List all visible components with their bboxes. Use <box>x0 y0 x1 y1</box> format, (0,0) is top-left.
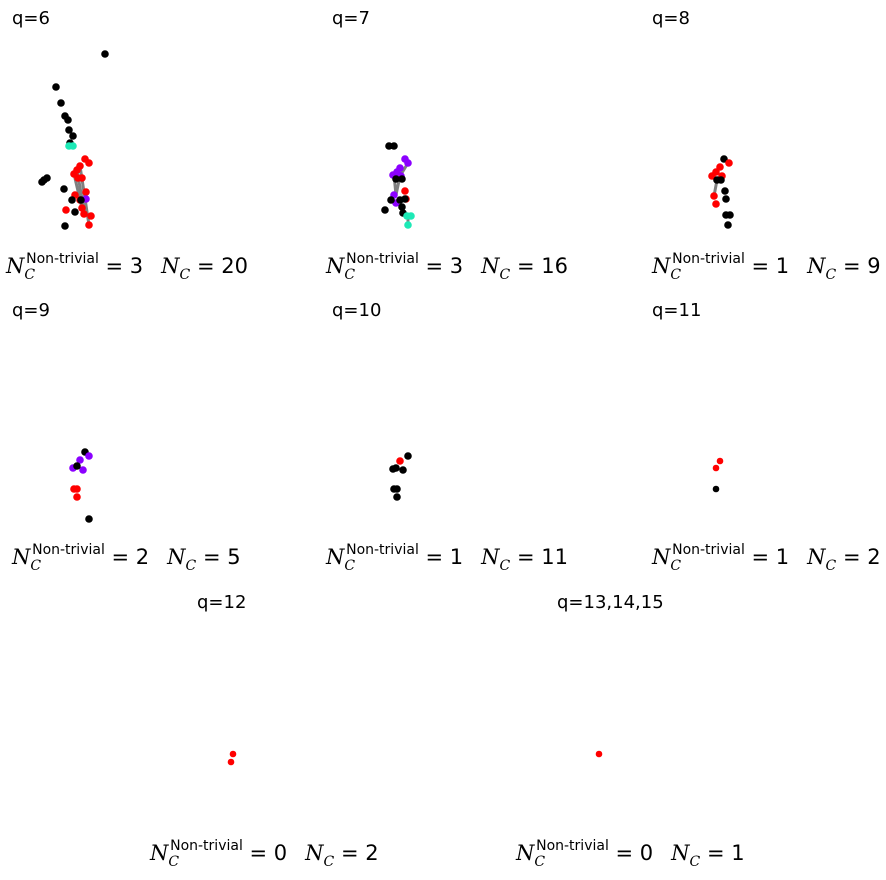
data-point <box>57 99 65 107</box>
panel-count-label: NCNon-trivial = 3 NC = 20 <box>6 251 248 283</box>
data-point <box>78 204 86 212</box>
scatter-panel <box>227 750 237 766</box>
panel-count-label: NCNon-trivial = 1 NC = 2 <box>652 542 881 574</box>
panel-count-label: NCNon-trivial = 2 NC = 5 <box>12 542 241 574</box>
data-point <box>85 515 93 523</box>
scatter-panel <box>595 750 603 758</box>
data-point <box>68 196 76 204</box>
data-point <box>85 452 93 460</box>
data-point <box>399 466 407 474</box>
data-point <box>78 174 86 182</box>
panel-title: q=11 <box>652 300 702 321</box>
data-point <box>724 221 732 229</box>
data-point <box>393 485 401 493</box>
data-point <box>712 200 720 208</box>
panel-title: q=13,14,15 <box>557 592 664 613</box>
scatter-panel <box>708 155 734 229</box>
data-point <box>726 211 734 219</box>
data-point <box>725 159 733 167</box>
data-point <box>62 206 70 214</box>
data-point <box>229 750 237 758</box>
panel-count-label: NCNon-trivial = 3 NC = 16 <box>326 251 568 283</box>
data-point <box>710 192 718 200</box>
data-point <box>396 457 404 465</box>
data-point <box>43 174 51 182</box>
data-point <box>717 176 725 184</box>
data-point <box>101 50 109 58</box>
data-point <box>69 132 77 140</box>
data-point <box>82 188 90 196</box>
data-point <box>390 142 398 150</box>
panel-count-label: NCNon-trivial = 0 NC = 1 <box>516 838 745 870</box>
data-point <box>712 485 720 493</box>
scatter-panel <box>389 452 412 501</box>
panel-count-label: NCNon-trivial = 1 NC = 11 <box>326 542 568 574</box>
data-point <box>401 187 409 195</box>
data-point <box>404 159 412 167</box>
data-point <box>77 196 85 204</box>
data-point <box>398 175 406 183</box>
data-point <box>721 187 729 195</box>
data-point <box>712 464 720 472</box>
data-point <box>401 195 409 203</box>
data-point <box>722 195 730 203</box>
data-point <box>64 116 72 124</box>
data-point <box>392 175 400 183</box>
data-point <box>404 452 412 460</box>
data-point <box>65 126 73 134</box>
data-point <box>716 457 724 465</box>
data-point <box>85 159 93 167</box>
panel-title: q=12 <box>197 592 247 613</box>
data-point <box>85 221 93 229</box>
data-point <box>79 466 87 474</box>
data-point <box>404 221 412 229</box>
data-point <box>398 203 406 211</box>
scatter-panel <box>69 448 93 523</box>
data-point <box>80 210 88 218</box>
data-point <box>595 750 603 758</box>
panel-count-label: NCNon-trivial = 0 NC = 2 <box>150 838 379 870</box>
data-point <box>387 196 395 204</box>
panel-title: q=8 <box>652 8 690 29</box>
panel-title: q=10 <box>332 300 382 321</box>
data-point <box>392 464 400 472</box>
data-point <box>73 462 81 470</box>
panel-title: q=6 <box>12 8 50 29</box>
data-point <box>87 212 95 220</box>
data-point <box>69 142 77 150</box>
data-point <box>381 206 389 214</box>
data-point <box>407 212 415 220</box>
data-point <box>73 493 81 501</box>
panel-title: q=7 <box>332 8 370 29</box>
data-point <box>61 222 69 230</box>
panel-count-label: NCNon-trivial = 1 NC = 9 <box>652 251 881 283</box>
data-point <box>60 185 68 193</box>
data-point <box>73 485 81 493</box>
scatter-panel <box>712 457 724 493</box>
data-point <box>71 208 79 216</box>
panel-title: q=9 <box>12 300 50 321</box>
data-point <box>393 493 401 501</box>
data-point <box>76 456 84 464</box>
scatter-panel <box>38 50 109 230</box>
scatter-panel <box>381 142 415 229</box>
data-point <box>227 758 235 766</box>
data-point <box>52 83 60 91</box>
